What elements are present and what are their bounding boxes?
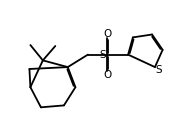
Text: O: O — [103, 29, 111, 39]
Text: O: O — [103, 70, 111, 80]
Text: S: S — [155, 65, 162, 75]
Text: S: S — [100, 50, 106, 60]
